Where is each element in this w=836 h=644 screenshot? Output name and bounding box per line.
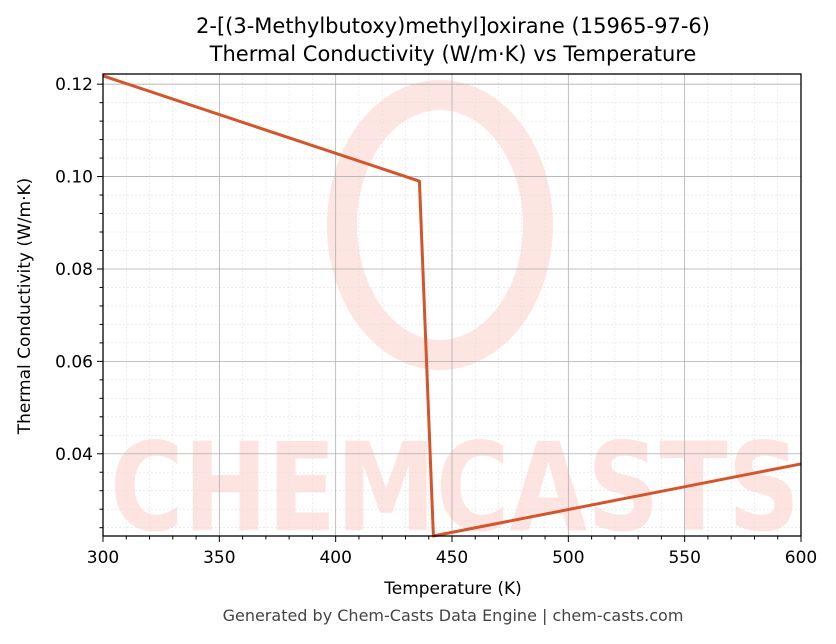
watermark-text: CHEMCASTS — [110, 417, 800, 559]
x-tick-label: 500 — [552, 548, 584, 568]
y-axis-ticks: 0.04 0.06 0.08 0.10 0.12 — [55, 75, 103, 529]
y-tick-label: 0.08 — [55, 260, 93, 280]
x-tick-label: 350 — [203, 548, 235, 568]
y-tick-label: 0.04 — [55, 445, 93, 465]
x-axis-ticks: 300 350 400 450 500 550 600 — [87, 536, 817, 568]
y-tick-label: 0.12 — [55, 75, 93, 95]
y-tick-label: 0.10 — [55, 168, 93, 188]
x-axis-label: Temperature (K) — [383, 579, 522, 599]
footer-credit: Generated by Chem-Casts Data Engine | ch… — [222, 606, 684, 625]
watermark-logo: CHEMCASTS — [110, 80, 800, 559]
series-line-thermal-conductivity — [102, 74, 802, 538]
chart-title-line-1: 2-[(3-Methylbutoxy)methyl]oxirane (15965… — [196, 14, 710, 38]
x-tick-label: 400 — [319, 548, 351, 568]
chart-title-line-2: Thermal Conductivity (W/m·K) vs Temperat… — [209, 42, 697, 66]
y-axis-label: Thermal Conductivity (W/m·K) — [15, 178, 35, 436]
x-tick-label: 550 — [668, 548, 700, 568]
x-tick-label: 300 — [87, 548, 119, 568]
x-tick-label: 450 — [436, 548, 468, 568]
y-tick-label: 0.06 — [55, 352, 93, 372]
x-tick-label: 600 — [785, 548, 817, 568]
watermark-ring — [327, 80, 553, 370]
